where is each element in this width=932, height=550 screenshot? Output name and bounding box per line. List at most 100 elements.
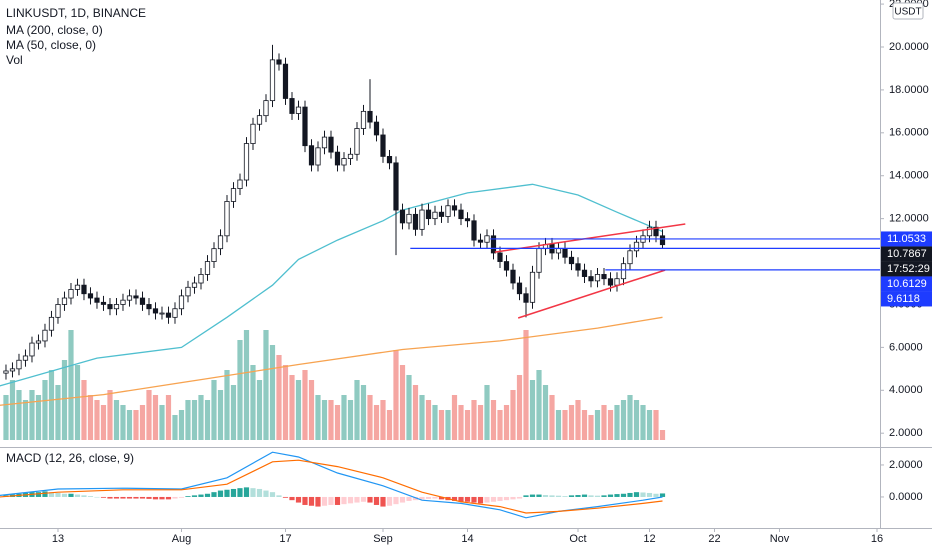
volume-bar	[373, 405, 380, 440]
macd-histogram-bar	[451, 496, 458, 501]
volume-bar	[380, 400, 386, 440]
candle-body	[16, 359, 22, 370]
candle-body	[458, 209, 464, 220]
macd-histogram-bar	[477, 496, 484, 504]
volume-bar	[575, 400, 581, 440]
volume-bar	[510, 390, 516, 440]
candle-body	[68, 289, 74, 299]
macd-histogram-bar	[601, 495, 607, 497]
candle-body	[659, 235, 666, 246]
x-tick-label: 16	[871, 533, 883, 545]
macd-histogram-bar	[536, 494, 542, 497]
candle-body	[152, 308, 159, 314]
volume-bar	[198, 395, 204, 440]
candle-body	[198, 274, 204, 284]
candle-body	[607, 278, 614, 286]
macd-histogram-bar	[302, 496, 308, 505]
candle-body	[22, 355, 29, 361]
macd-histogram-bar	[269, 492, 276, 497]
volume-bar	[464, 410, 471, 440]
y-tick-label: 2.0000	[889, 427, 923, 439]
volume-bar	[295, 380, 302, 440]
volume-bar	[172, 415, 178, 440]
volume-bar	[601, 405, 607, 440]
candle-body	[302, 106, 308, 147]
candle-body	[464, 218, 471, 222]
macd-histogram-bar	[321, 496, 328, 506]
macd-histogram-bar	[503, 496, 510, 501]
macd-histogram-bar	[334, 496, 341, 505]
candle-body	[503, 261, 510, 271]
y-tick-label: 12.0000	[889, 213, 929, 225]
volume-bar	[412, 385, 419, 440]
volume-bar	[61, 360, 68, 440]
macd-histogram-bar	[107, 496, 113, 499]
macd-histogram-bar	[68, 493, 74, 497]
macd-histogram-bar	[230, 488, 237, 497]
volume-bar	[328, 400, 334, 440]
macd-histogram-bar	[568, 495, 575, 497]
macd-histogram-bar	[347, 496, 354, 504]
moving-average	[0, 316, 663, 406]
y-tick-label: 6.0000	[889, 341, 923, 353]
macd-histogram-bar	[243, 487, 250, 497]
volume-bar	[471, 400, 477, 440]
macd-histogram-bar	[425, 496, 432, 499]
candle-body	[562, 248, 568, 258]
candle-body	[276, 59, 282, 65]
macd-histogram-bar	[289, 496, 295, 501]
macd-histogram-bar	[211, 492, 217, 497]
macd-histogram-bar	[588, 495, 594, 497]
candle-body	[399, 209, 406, 224]
currency-badge	[892, 2, 924, 20]
candle-body	[100, 301, 107, 305]
candle-body	[113, 304, 120, 310]
volume-bar	[217, 390, 224, 440]
volume-bar	[159, 405, 165, 440]
volume-bar	[497, 410, 503, 440]
candle-body	[230, 188, 237, 202]
macd-histogram-bar	[159, 496, 165, 500]
volume-bar	[367, 395, 373, 440]
macd-histogram-bar	[555, 495, 562, 497]
legend-ma50: MA (50, close, 0)	[6, 38, 96, 52]
volume-bar	[22, 400, 29, 440]
macd-histogram-bar	[594, 495, 601, 497]
volume-bar	[562, 410, 568, 440]
candle-body	[35, 340, 42, 344]
candle-body	[289, 98, 295, 114]
candle-body	[536, 248, 542, 273]
macd-histogram-bar	[152, 496, 159, 500]
candle-body	[269, 59, 276, 102]
macd-histogram-bar	[490, 496, 497, 502]
candle-body	[94, 297, 100, 303]
volume-bar	[419, 395, 425, 440]
volume-bar	[29, 390, 35, 440]
x-tick-label: Aug	[172, 533, 192, 545]
x-tick-label: 12	[643, 533, 655, 545]
candle-body	[445, 205, 451, 217]
x-tick-label: Oct	[569, 533, 586, 545]
macd-histogram-bar	[529, 494, 536, 497]
candle-body	[120, 299, 126, 305]
volume-bar	[237, 340, 243, 440]
y-tick-label: 16.0000	[889, 127, 929, 139]
volume-bar	[211, 380, 217, 440]
volume-bar	[48, 370, 55, 440]
volume-bar	[230, 385, 237, 440]
macd-histogram-bar	[399, 496, 406, 503]
volume-bar	[445, 410, 451, 440]
trend-line	[494, 223, 686, 253]
candle-body	[653, 226, 659, 237]
macd-histogram-bar	[185, 496, 191, 497]
candle-body	[107, 304, 113, 310]
volume-bar	[302, 370, 308, 440]
volume-bar	[490, 400, 497, 440]
volume-bar	[308, 380, 315, 440]
candle-body	[594, 274, 601, 282]
macd-histogram-bar	[224, 489, 230, 497]
candle-body	[224, 201, 230, 237]
candle-body	[406, 213, 412, 224]
macd-histogram-bar	[471, 496, 477, 503]
candle-body	[451, 205, 458, 211]
